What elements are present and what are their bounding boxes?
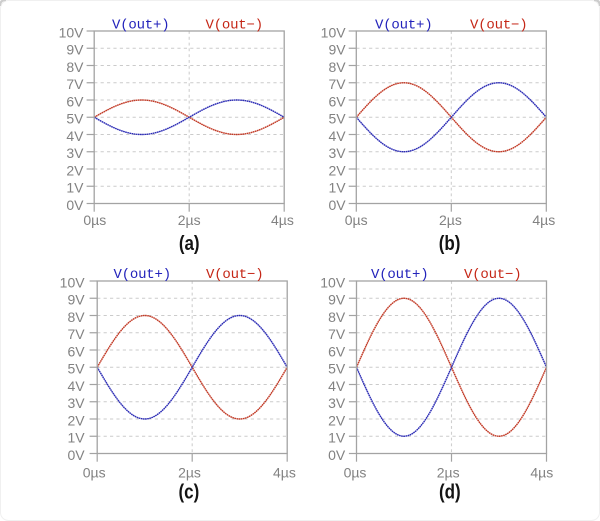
svg-text:(b): (b) (439, 232, 461, 255)
svg-text:3V: 3V (67, 395, 85, 411)
svg-text:2V: 2V (328, 412, 346, 428)
svg-text:2µs: 2µs (178, 212, 201, 228)
svg-text:V(out−): V(out−) (464, 267, 521, 283)
svg-text:10V: 10V (321, 24, 347, 40)
svg-text:6V: 6V (67, 343, 85, 359)
svg-text:4V: 4V (328, 128, 346, 144)
svg-text:9V: 9V (66, 42, 84, 58)
svg-text:0µs: 0µs (344, 464, 367, 480)
svg-text:4µs: 4µs (530, 464, 553, 480)
svg-text:5V: 5V (67, 361, 85, 377)
svg-text:0µs: 0µs (83, 464, 106, 480)
svg-text:7V: 7V (66, 76, 84, 92)
svg-text:6V: 6V (66, 93, 84, 109)
svg-text:V(out+): V(out+) (375, 17, 432, 33)
svg-text:(c): (c) (179, 480, 200, 503)
svg-text:(d): (d) (439, 480, 461, 503)
svg-text:0µs: 0µs (83, 212, 106, 228)
svg-text:0V: 0V (67, 447, 85, 463)
svg-text:4µs: 4µs (271, 212, 294, 228)
svg-text:7V: 7V (328, 326, 346, 342)
svg-text:1V: 1V (328, 180, 346, 196)
svg-text:7V: 7V (328, 76, 346, 92)
svg-text:1V: 1V (66, 180, 84, 196)
svg-text:5V: 5V (328, 111, 346, 127)
svg-text:4V: 4V (66, 128, 84, 144)
svg-text:0µs: 0µs (345, 212, 368, 228)
svg-text:1V: 1V (67, 430, 85, 446)
svg-text:9V: 9V (67, 292, 85, 308)
svg-text:6V: 6V (328, 93, 346, 109)
svg-text:V(out−): V(out−) (206, 267, 263, 283)
svg-text:9V: 9V (328, 42, 346, 58)
svg-text:4V: 4V (67, 378, 85, 394)
svg-text:0V: 0V (328, 447, 346, 463)
svg-text:V(out−): V(out−) (470, 17, 527, 33)
svg-text:8V: 8V (328, 309, 346, 325)
svg-text:10V: 10V (60, 274, 86, 290)
svg-text:10V: 10V (59, 24, 85, 40)
svg-text:0V: 0V (328, 197, 346, 213)
svg-text:2V: 2V (328, 162, 346, 178)
svg-text:8V: 8V (66, 59, 84, 75)
svg-text:8V: 8V (67, 309, 85, 325)
svg-text:4µs: 4µs (532, 212, 555, 228)
svg-text:8V: 8V (328, 59, 346, 75)
svg-text:4V: 4V (328, 378, 346, 394)
svg-text:3V: 3V (328, 395, 346, 411)
svg-text:9V: 9V (328, 292, 346, 308)
svg-text:10V: 10V (320, 274, 346, 290)
svg-text:(a): (a) (179, 232, 200, 255)
svg-text:3V: 3V (66, 145, 84, 161)
svg-text:2µs: 2µs (437, 464, 460, 480)
svg-text:0V: 0V (66, 197, 84, 213)
svg-text:2µs: 2µs (439, 212, 462, 228)
svg-text:1V: 1V (328, 430, 346, 446)
svg-text:2V: 2V (66, 162, 84, 178)
svg-text:V(out+): V(out+) (114, 267, 171, 283)
svg-text:V(out+): V(out+) (371, 267, 428, 283)
svg-text:5V: 5V (328, 361, 346, 377)
svg-text:3V: 3V (328, 145, 346, 161)
svg-text:2µs: 2µs (178, 464, 201, 480)
svg-text:7V: 7V (67, 326, 85, 342)
svg-text:V(out+): V(out+) (112, 17, 169, 33)
svg-text:V(out−): V(out−) (206, 17, 263, 33)
svg-text:4µs: 4µs (273, 464, 296, 480)
svg-text:2V: 2V (67, 412, 85, 428)
svg-text:6V: 6V (328, 343, 346, 359)
svg-text:5V: 5V (66, 111, 84, 127)
